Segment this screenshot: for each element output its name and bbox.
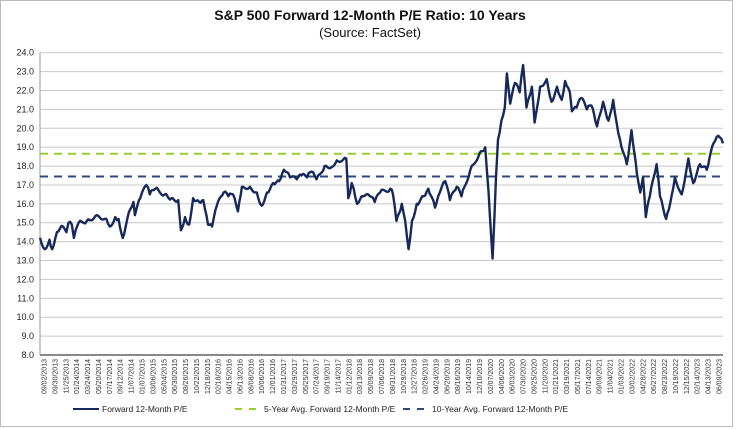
x-tick-label: 04/28/2022 (640, 359, 647, 394)
x-tick-label: 10/22/2015 (194, 359, 201, 394)
x-tick-label: 03/06/2015 (150, 359, 157, 394)
x-tick-label: 11/25/2013 (63, 359, 70, 394)
x-tick-label: 10/19/2022 (673, 359, 680, 394)
y-tick-label: 19.0 (16, 142, 34, 152)
x-tick-label: 10/29/2018 (401, 359, 408, 394)
y-tick-label: 15.0 (16, 218, 34, 228)
x-tick-label: 02/18/2016 (216, 359, 223, 394)
x-tick-label: 09/09/2021 (597, 359, 604, 394)
y-tick-label: 13.0 (16, 256, 34, 266)
x-tick-label: 02/14/2023 (695, 359, 702, 394)
x-tick-label: 08/31/2018 (390, 359, 397, 394)
x-tick-label: 04/06/2020 (499, 359, 506, 394)
x-tick-label: 05/25/2017 (303, 359, 310, 394)
x-axis-ticks: 09/02/2013 09/30/2013 11/25/2013 01/24/2014… (42, 359, 724, 394)
x-tick-label: 08/26/2015 (183, 359, 190, 394)
y-axis-ticks: 8.0 9.0 10.0 11.0 12.0 13.0 14.0 15.0 16.0 17.0 18… (16, 48, 34, 360)
x-tick-label: 01/31/2017 (281, 359, 288, 394)
y-tick-label: 10.0 (16, 312, 34, 322)
legend-label: 10-Year Avg. Forward 12-Month P/E (432, 404, 568, 414)
y-tick-label: 16.0 (16, 199, 34, 209)
x-tick-label: 06/13/2016 (237, 359, 244, 394)
x-tick-label: 06/03/2020 (510, 359, 517, 394)
x-tick-label: 05/17/2021 (575, 359, 582, 394)
x-tick-label: 02/26/2019 (423, 359, 430, 394)
x-tick-label: 02/07/2020 (488, 359, 495, 394)
y-tick-label: 18.0 (16, 161, 34, 171)
x-tick-label: 11/07/2014 (129, 359, 136, 394)
x-tick-label: 06/30/2015 (172, 359, 179, 394)
x-tick-label: 05/20/2014 (96, 359, 103, 394)
x-tick-label: 03/02/2022 (629, 359, 636, 394)
x-tick-label: 08/16/2019 (455, 359, 462, 394)
x-tick-label: 07/24/2017 (314, 359, 321, 394)
x-tick-label: 08/08/2016 (248, 359, 255, 394)
x-tick-label: 09/19/2017 (325, 359, 332, 394)
legend: Forward 12-Month P/E 5-Year Avg. Forward … (73, 404, 568, 414)
y-tick-label: 8.0 (21, 350, 34, 360)
x-tick-label: 10/06/2016 (259, 359, 266, 394)
x-tick-label: 01/21/2021 (553, 359, 560, 394)
x-tick-label: 12/27/2018 (412, 359, 419, 394)
x-tick-label: 07/30/2020 (521, 359, 528, 394)
x-tick-label: 03/29/2017 (292, 359, 299, 394)
x-tick-label: 09/25/2020 (531, 359, 538, 394)
x-tick-label: 01/24/2014 (74, 359, 81, 394)
x-tick-label: 11/14/2017 (335, 359, 342, 394)
x-tick-label: 01/07/2015 (139, 359, 146, 394)
x-tick-label: 12/15/2022 (684, 359, 691, 394)
x-tick-label: 10/14/2019 (466, 359, 473, 394)
y-tick-label: 11.0 (17, 293, 34, 303)
x-tick-label: 01/03/2022 (619, 359, 626, 394)
y-tick-label: 22.0 (16, 85, 34, 95)
x-tick-label: 04/13/2023 (706, 359, 713, 394)
x-tick-label: 07/17/2014 (107, 359, 114, 394)
x-tick-label: 08/23/2022 (662, 359, 669, 394)
pe-series-line (38, 63, 725, 260)
x-tick-label: 12/18/2015 (205, 359, 212, 394)
y-tick-label: 12.0 (16, 274, 34, 284)
x-tick-label: 07/14/2021 (586, 359, 593, 394)
x-tick-label: 04/24/2019 (433, 359, 440, 394)
x-tick-label: 04/15/2016 (227, 359, 234, 394)
legend-label: Forward 12-Month P/E (102, 404, 188, 414)
x-tick-label: 06/27/2022 (651, 359, 658, 394)
x-tick-label: 06/20/2019 (444, 359, 451, 394)
chart-subtitle: (Source: FactSet) (319, 25, 421, 40)
x-tick-label: 05/09/2018 (368, 359, 375, 394)
x-tick-label: 03/24/2014 (85, 359, 92, 394)
x-tick-label: 11/20/2020 (542, 359, 549, 394)
x-tick-label: 09/02/2013 (42, 359, 49, 394)
y-tick-label: 24.0 (16, 48, 34, 58)
chart-title: S&P 500 Forward 12-Month P/E Ratio: 10 Y… (214, 7, 526, 23)
series-marks (38, 63, 725, 260)
x-tick-label: 07/06/2018 (379, 359, 386, 394)
y-tick-label: 14.0 (16, 237, 34, 247)
x-tick-label: 06/09/2023 (717, 359, 724, 394)
x-tick-label: 12/10/2019 (477, 359, 484, 394)
legend-label: 5-Year Avg. Forward 12-Month P/E (264, 404, 396, 414)
y-tick-label: 20.0 (16, 123, 34, 133)
y-tick-label: 17.0 (16, 180, 34, 190)
y-tick-label: 23.0 (16, 67, 34, 77)
x-tick-label: 01/12/2018 (346, 359, 353, 394)
x-tick-label: 09/12/2014 (118, 359, 125, 394)
x-tick-label: 03/13/2018 (357, 359, 364, 394)
gridlines (39, 52, 723, 356)
x-tick-label: 11/04/2021 (608, 359, 615, 394)
x-tick-label: 12/01/2016 (270, 359, 277, 394)
x-tick-label: 09/30/2013 (52, 359, 59, 394)
y-tick-label: 21.0 (16, 104, 34, 114)
x-tick-label: 03/19/2021 (564, 359, 571, 394)
y-tick-label: 9.0 (21, 331, 34, 341)
x-tick-label: 05/04/2015 (161, 359, 168, 394)
